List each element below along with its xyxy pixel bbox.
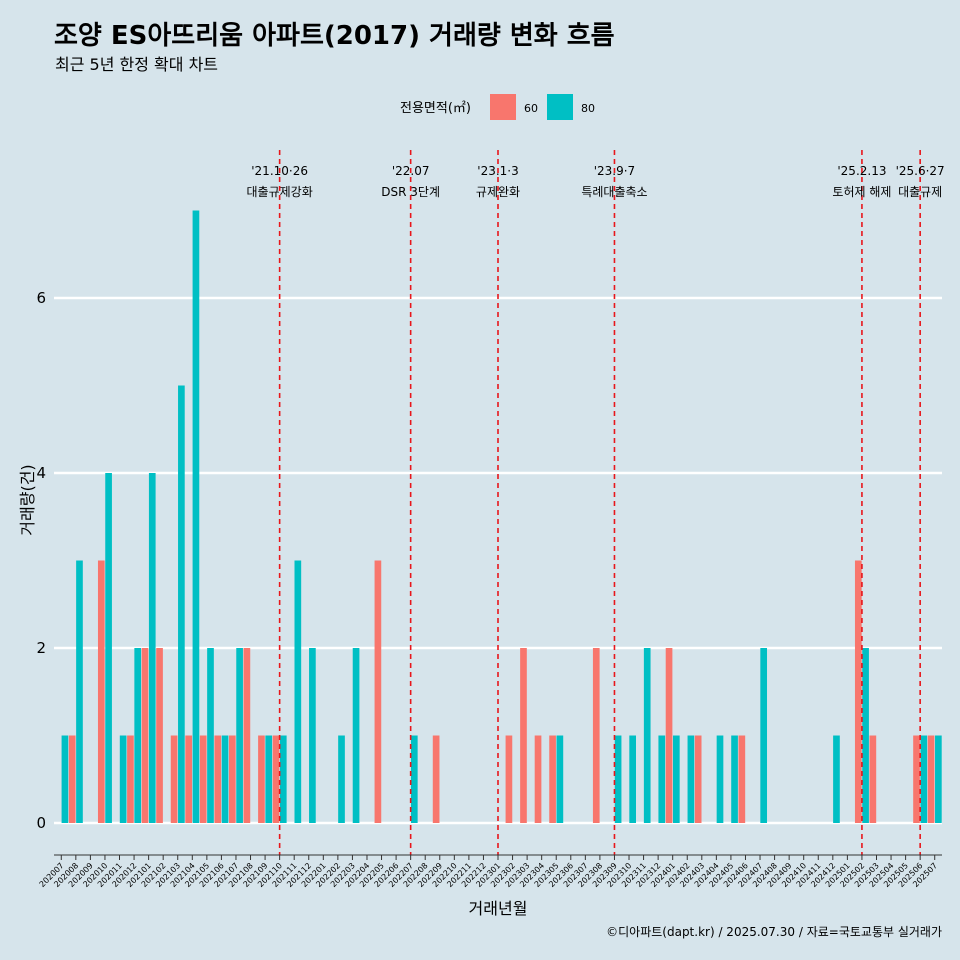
bars: [61, 210, 942, 823]
bar-80-202106: [221, 735, 229, 823]
bar-60-202110: [272, 735, 280, 823]
bar-60-202205: [374, 560, 382, 823]
bar-60-202406: [738, 735, 746, 823]
bar-80-202502: [862, 648, 869, 823]
chart-title: 조양 ES아뜨리움 아파트(2017) 거래량 변화 흐름: [54, 21, 615, 51]
bar-60-202303: [520, 648, 527, 823]
bar-60-202503: [869, 735, 877, 823]
bar-60-202104: [185, 735, 192, 823]
legend-swatch-60: [490, 94, 516, 120]
bar-80-202007: [61, 735, 69, 823]
event-label: 대출규제강화: [247, 185, 313, 199]
bar-80-202203: [352, 648, 360, 823]
bar-60-202403: [694, 735, 702, 823]
bar-60-202103: [170, 735, 178, 823]
event-annotations: '21.10·26 대출규제강화 '22.07 DSR 3단계 '23.1·3 규제완화 '…: [247, 164, 945, 199]
bar-80-202310: [629, 735, 636, 823]
bar-60-202401: [665, 648, 673, 823]
event-date: '23.1·3: [477, 164, 518, 178]
bar-80-202103: [178, 385, 185, 823]
bar-60-202108: [243, 648, 251, 823]
chart-subtitle: 최근 5년 한정 확대 차트: [55, 55, 218, 74]
bar-80-202111: [294, 560, 302, 823]
y-tick-label: 0: [36, 814, 46, 832]
event-label: 규제완화: [476, 185, 520, 199]
bar-60-202010: [97, 560, 105, 823]
caption: ©디아파트(dapt.kr) / 2025.07.30 / 자료=국토교통부 실…: [606, 925, 942, 939]
bar-80-202507: [935, 735, 942, 823]
bar-80-202109: [265, 735, 273, 823]
bar-60-202105: [199, 735, 207, 823]
bar-80-202309: [614, 735, 622, 823]
bar-60-202302: [505, 735, 513, 823]
bar-60-202102: [156, 648, 163, 823]
event-date: '25.2.13: [837, 164, 886, 178]
legend-label-80: 80: [581, 102, 595, 115]
bar-60-202502: [854, 560, 862, 823]
event-label: 특례대출축소: [581, 185, 647, 199]
bar-60-202506: [913, 735, 920, 823]
bar-80-202008: [76, 560, 83, 823]
bar-80-202412: [833, 735, 840, 823]
bar-80-202407: [760, 648, 768, 823]
bar-80-202112: [309, 648, 316, 823]
bar-60-202106: [214, 735, 222, 823]
bar-60-202308: [592, 648, 600, 823]
legend-title: 전용면적(㎡): [400, 101, 471, 116]
y-axis: 0 2 4 6: [36, 289, 46, 832]
bar-60-202109: [258, 735, 265, 823]
bar-80-202305: [556, 735, 564, 823]
bar-80-202402: [687, 735, 695, 823]
bar-80-202101: [148, 473, 156, 823]
bar-80-202311: [643, 648, 651, 823]
bar-60-202305: [549, 735, 556, 823]
y-tick-label: 2: [36, 639, 46, 657]
bar-60-202107: [228, 735, 236, 823]
x-axis-title: 거래년월: [469, 899, 528, 918]
event-label: 토허제 해제: [832, 185, 891, 199]
y-tick-label: 6: [36, 289, 46, 307]
event-date: '23.9·7: [594, 164, 635, 178]
y-tick-label: 4: [36, 464, 46, 482]
y-axis-title: 거래량(건): [18, 464, 37, 535]
event-label: DSR 3단계: [381, 185, 440, 199]
bar-60-202008: [68, 735, 76, 823]
bar-80-202010: [105, 473, 112, 823]
event-date: '21.10·26: [251, 164, 308, 178]
event-date: '22.07: [392, 164, 430, 178]
bar-80-202012: [134, 648, 142, 823]
bar-80-202207: [410, 735, 418, 823]
bar-80-202312: [658, 735, 666, 823]
bar-80-202202: [338, 735, 345, 823]
event-lines: [278, 150, 921, 855]
legend-swatch-80: [547, 94, 573, 120]
bar-80-202011: [119, 735, 127, 823]
bar-60-202101: [141, 648, 149, 823]
bar-80-202401: [672, 735, 680, 823]
bar-80-202105: [207, 648, 214, 823]
bar-80-202107: [236, 648, 243, 823]
bar-80-202404: [716, 735, 724, 823]
bar-80-202110: [279, 735, 287, 823]
legend-label-60: 60: [524, 102, 538, 115]
legend: 전용면적(㎡) 60 80: [400, 94, 595, 120]
bar-80-202405: [731, 735, 738, 823]
bar-60-202209: [432, 735, 440, 823]
x-axis: 2020072020082020092020102020112020122021…: [38, 854, 942, 889]
bar-60-202304: [534, 735, 542, 823]
event-date: '25.6·27: [896, 164, 945, 178]
bar-60-202507: [927, 735, 935, 823]
bar-80-202506: [920, 735, 928, 823]
event-label: 대출규제: [898, 185, 942, 199]
bar-80-202104: [192, 210, 200, 823]
bar-60-202012: [127, 735, 134, 823]
